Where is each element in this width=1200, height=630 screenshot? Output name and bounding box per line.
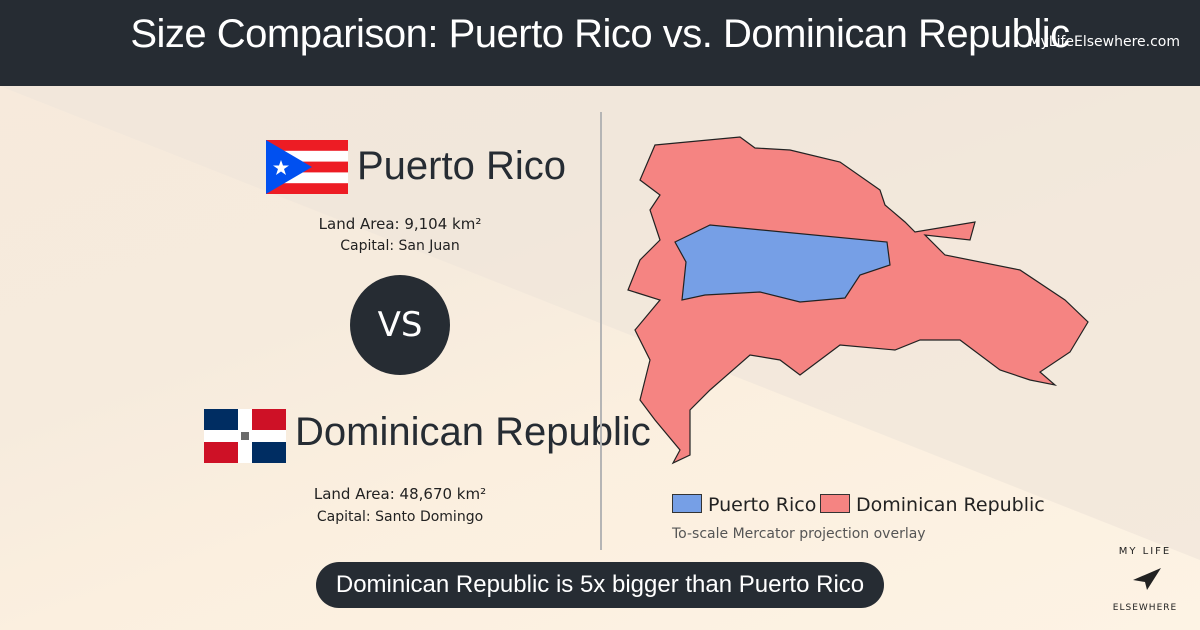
flag-puerto-rico [266,140,348,194]
header: Size Comparison: Puerto Rico vs. Dominic… [0,0,1200,86]
legend-item: Dominican Republic [820,494,1045,516]
vs-badge: VS [350,275,450,375]
divider [600,112,602,550]
site-name: MyLifeElsewhere.com [1028,34,1180,50]
land-area: Land Area: 48,670 km² [313,485,487,503]
logo: MY LIFE ELSEWHERE [1113,546,1177,613]
capital: Capital: Santo Domingo [316,509,484,525]
legend-label: Dominican Republic [856,494,1045,516]
country-name: Dominican Republic [295,410,651,454]
legend-swatch [820,494,850,513]
legend-label: Puerto Rico [708,494,817,516]
puerto-rico-shape [674,224,891,303]
dominican-republic-shape [627,136,1089,465]
title: Size Comparison: Puerto Rico vs. Dominic… [130,12,1070,56]
logo-text: ELSEWHERE [1113,603,1177,613]
capital: Capital: San Juan [340,238,460,254]
country-name: Puerto Rico [357,144,566,188]
legend-item: Puerto Rico [672,494,816,516]
flag-dominican-republic [204,409,286,463]
legend-swatch [672,494,702,513]
land-area: Land Area: 9,104 km² [318,215,482,233]
conclusion: Dominican Republic is 5x bigger than Pue… [316,562,884,608]
logo-text: MY LIFE [1119,546,1172,557]
note: To-scale Mercator projection overlay [672,526,926,542]
